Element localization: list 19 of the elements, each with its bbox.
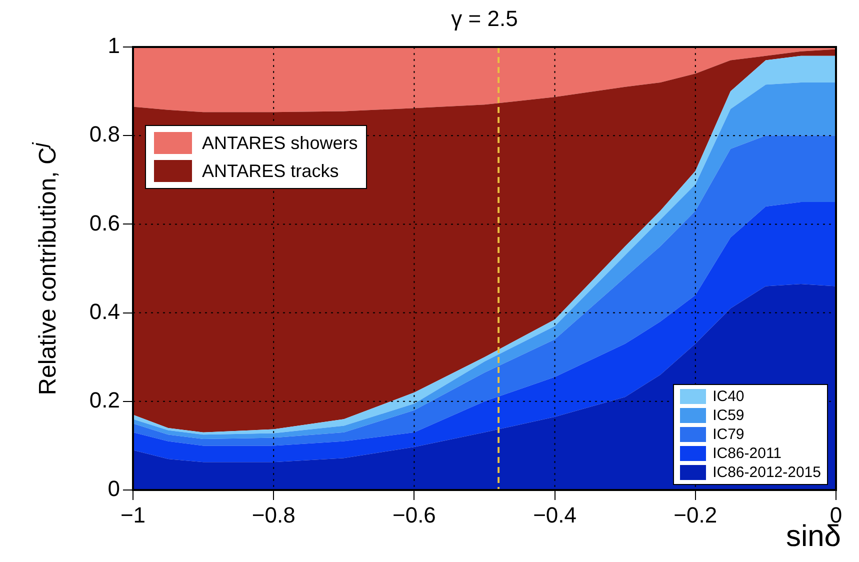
legend-label: ANTARES showers [202, 132, 358, 154]
legend-label: IC86-2011 [712, 445, 782, 462]
legend-label: IC59 [712, 407, 744, 424]
y-tick-label: 0.2 [89, 387, 120, 412]
x-tick-label: −0.6 [392, 502, 436, 528]
legend-label: IC86-2012-2015 [712, 464, 821, 481]
legend-label: ANTARES tracks [202, 160, 339, 182]
y-tick-label: 0.8 [89, 122, 120, 147]
x-tick-label: −0.2 [674, 502, 718, 528]
x-tick-label: −1 [120, 502, 146, 528]
y-tick-label: 1 [108, 33, 120, 58]
x-tick-label: −0.4 [533, 502, 577, 528]
y-tick-label: 0.4 [89, 298, 120, 324]
y-tick-label: 0 [108, 476, 120, 502]
legend-label: IC79 [712, 426, 744, 443]
y-tick-label: 0.6 [89, 210, 120, 236]
legend-label: IC40 [712, 388, 744, 405]
chart-title: γ = 2.5 [451, 6, 518, 32]
x-tick-label: −0.8 [252, 502, 296, 528]
